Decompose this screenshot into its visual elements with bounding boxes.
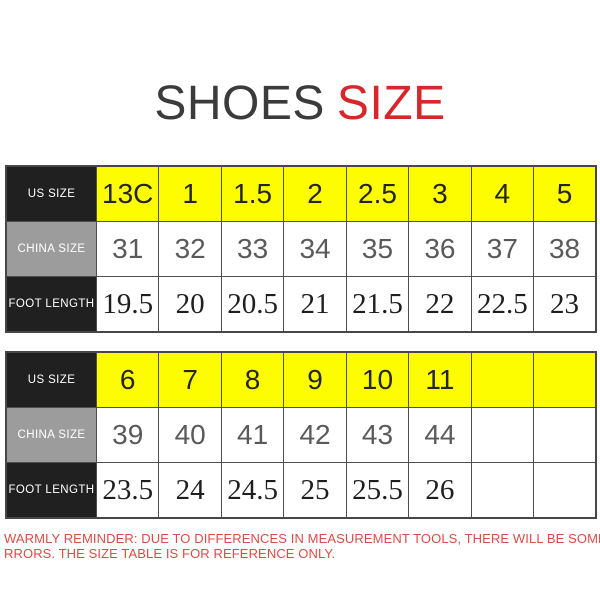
- foot-length-cell: [533, 462, 597, 519]
- us-size-row: US SIZE 6 7 8 9 10 11: [5, 351, 597, 408]
- us-size-cell: 1: [158, 165, 222, 222]
- foot-length-cell: 23.5: [95, 462, 160, 519]
- us-size-row-header: US SIZE: [5, 351, 97, 408]
- us-size-row-header: US SIZE: [5, 165, 97, 222]
- us-size-cell: 7: [158, 351, 222, 408]
- us-size-cell: 9: [283, 351, 347, 408]
- foot-length-row-header: FOOT LENGTH: [5, 276, 97, 333]
- china-size-cell: 39: [95, 407, 160, 463]
- china-size-cell: 42: [283, 407, 347, 463]
- us-size-cell: 2.5: [345, 165, 410, 222]
- china-size-cell: 35: [345, 221, 410, 277]
- us-size-cell: 3: [408, 165, 472, 222]
- china-size-cell: 40: [158, 407, 222, 463]
- foot-length-row-header: FOOT LENGTH: [5, 462, 97, 519]
- foot-length-cell: 25: [283, 462, 347, 519]
- us-size-cell: 2: [283, 165, 347, 222]
- china-size-cell: 31: [95, 221, 160, 277]
- foot-length-cell: 22: [408, 276, 472, 333]
- china-size-row: CHINA SIZE 31 32 33 34 35 36 37 38: [5, 221, 597, 277]
- warning-line-2: RRORS. THE SIZE TABLE IS FOR REFERENCE O…: [4, 546, 336, 561]
- foot-length-cell: 21.5: [345, 276, 410, 333]
- china-size-cell: 33: [220, 221, 285, 277]
- us-size-cell: 4: [470, 165, 535, 222]
- china-size-cell: 38: [533, 221, 597, 277]
- us-size-cell: 1.5: [220, 165, 285, 222]
- us-size-cell: 11: [408, 351, 472, 408]
- foot-length-cell: [470, 462, 535, 519]
- us-size-cell: 13C: [95, 165, 160, 222]
- china-size-cell: 41: [220, 407, 285, 463]
- foot-length-row: FOOT LENGTH 23.5 24 24.5 25 25.5 26: [5, 462, 597, 519]
- foot-length-cell: 22.5: [470, 276, 535, 333]
- size-table-1: US SIZE 13C 1 1.5 2 2.5 3 4 5 CHINA SIZE 31 32 33 34 3…: [5, 165, 597, 333]
- china-size-cell: [470, 407, 535, 463]
- foot-length-cell: 24.5: [220, 462, 285, 519]
- page-title-shoes: SHOES: [154, 77, 325, 130]
- china-size-cell: 43: [345, 407, 410, 463]
- page-title-size: SIZE: [336, 77, 446, 130]
- china-size-cell: 34: [283, 221, 347, 277]
- warning-text: WARMLY REMINDER: DUE TO DIFFERENCES IN M…: [4, 531, 600, 561]
- foot-length-cell: 21: [283, 276, 347, 333]
- us-size-cell: 8: [220, 351, 285, 408]
- foot-length-cell: 20.5: [220, 276, 285, 333]
- foot-length-cell: 23: [533, 276, 597, 333]
- us-size-cell: 10: [345, 351, 410, 408]
- us-size-cell: [470, 351, 535, 408]
- us-size-row: US SIZE 13C 1 1.5 2 2.5 3 4 5: [5, 165, 597, 222]
- china-size-cell: 36: [408, 221, 472, 277]
- china-size-cell: 37: [470, 221, 535, 277]
- us-size-cell: [533, 351, 597, 408]
- size-table-2: US SIZE 6 7 8 9 10 11 CHINA SIZE 39 40 41 42 43 44 FOO…: [5, 351, 597, 519]
- warning-line-1: WARMLY REMINDER: DUE TO DIFFERENCES IN M…: [4, 531, 600, 546]
- china-size-cell: [533, 407, 597, 463]
- foot-length-cell: 19.5: [95, 276, 160, 333]
- china-size-row-header: CHINA SIZE: [5, 407, 97, 463]
- china-size-cell: 44: [408, 407, 472, 463]
- foot-length-cell: 20: [158, 276, 222, 333]
- page-title: SHOES SIZE: [0, 80, 600, 128]
- foot-length-row: FOOT LENGTH 19.5 20 20.5 21 21.5 22 22.5 23: [5, 276, 597, 333]
- china-size-cell: 32: [158, 221, 222, 277]
- foot-length-cell: 24: [158, 462, 222, 519]
- china-size-row: CHINA SIZE 39 40 41 42 43 44: [5, 407, 597, 463]
- us-size-cell: 5: [533, 165, 597, 222]
- foot-length-cell: 26: [408, 462, 472, 519]
- china-size-row-header: CHINA SIZE: [5, 221, 97, 277]
- foot-length-cell: 25.5: [345, 462, 410, 519]
- us-size-cell: 6: [95, 351, 160, 408]
